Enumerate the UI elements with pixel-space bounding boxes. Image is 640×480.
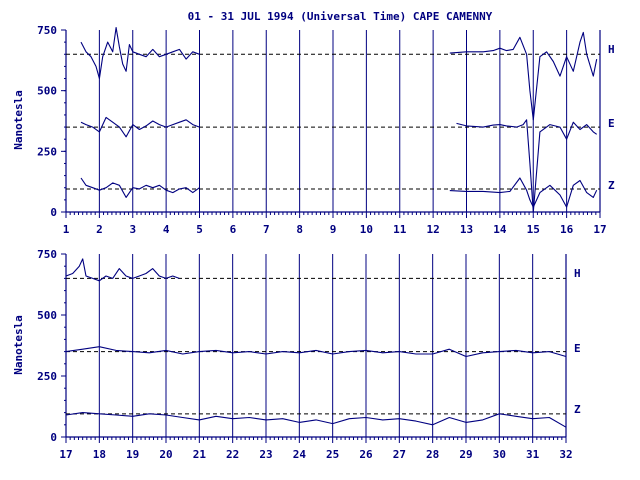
- x-tick-label: 11: [393, 223, 407, 236]
- x-tick-label: 21: [193, 448, 207, 461]
- series-h-line: [449, 31, 598, 121]
- series-e-line: [456, 119, 598, 213]
- x-tick-label: 17: [59, 448, 72, 461]
- x-tick-label: 31: [526, 448, 540, 461]
- series-z-line: [80, 177, 200, 198]
- x-tick-label: 7: [263, 223, 270, 236]
- x-tick-label: 3: [129, 223, 136, 236]
- x-tick-label: 16: [560, 223, 574, 236]
- x-tick-label: 23: [259, 448, 272, 461]
- x-tick-label: 5: [196, 223, 203, 236]
- y-tick-label: 250: [37, 145, 57, 158]
- y-axis-label-top: Nanotesla: [12, 90, 25, 150]
- series-h-line: [80, 27, 200, 80]
- x-tick-label: 18: [93, 448, 106, 461]
- x-tick-label: 29: [459, 448, 472, 461]
- legend-h-bottom: H: [574, 267, 581, 280]
- series-e-line: [80, 116, 200, 138]
- x-tick-label: 14: [493, 223, 507, 236]
- x-tick-label: 15: [527, 223, 540, 236]
- x-tick-label: 13: [460, 223, 473, 236]
- y-tick-label: 500: [37, 85, 57, 98]
- series-z-line: [449, 177, 598, 208]
- x-tick-label: 28: [426, 448, 439, 461]
- y-axis-label-bottom: Nanotesla: [12, 315, 25, 375]
- x-tick-label: 30: [493, 448, 506, 461]
- legend-z-bottom: Z: [574, 403, 581, 416]
- legend-e-top: E: [608, 117, 615, 130]
- x-tick-label: 4: [163, 223, 170, 236]
- x-tick-label: 17: [593, 223, 606, 236]
- legend-h-top: H: [608, 43, 615, 56]
- x-tick-label: 12: [427, 223, 440, 236]
- x-tick-label: 22: [226, 448, 239, 461]
- y-tick-label: 250: [37, 370, 57, 383]
- x-tick-label: 20: [159, 448, 172, 461]
- legend-e-bottom: E: [574, 342, 581, 355]
- y-tick-label: 750: [37, 24, 57, 37]
- series-h-line: [65, 258, 180, 282]
- y-tick-label: 0: [50, 206, 57, 219]
- x-tick-label: 27: [393, 448, 406, 461]
- x-tick-label: 25: [326, 448, 339, 461]
- series-e-line: [65, 346, 567, 358]
- y-tick-label: 0: [50, 431, 57, 444]
- x-tick-label: 8: [296, 223, 303, 236]
- chart-title: 01 - 31 JUL 1994 (Universal Time) CAPE C…: [188, 10, 493, 23]
- x-tick-label: 1: [63, 223, 70, 236]
- x-tick-label: 32: [559, 448, 572, 461]
- x-tick-label: 6: [230, 223, 237, 236]
- y-tick-label: 750: [37, 248, 57, 261]
- legend-z-top: Z: [608, 179, 615, 192]
- series-z-line: [65, 412, 567, 428]
- x-tick-label: 19: [126, 448, 139, 461]
- x-tick-label: 24: [293, 448, 307, 461]
- x-tick-label: 2: [96, 223, 103, 236]
- x-tick-label: 10: [360, 223, 373, 236]
- y-tick-label: 500: [37, 309, 57, 322]
- x-tick-label: 26: [359, 448, 373, 461]
- x-tick-label: 9: [330, 223, 337, 236]
